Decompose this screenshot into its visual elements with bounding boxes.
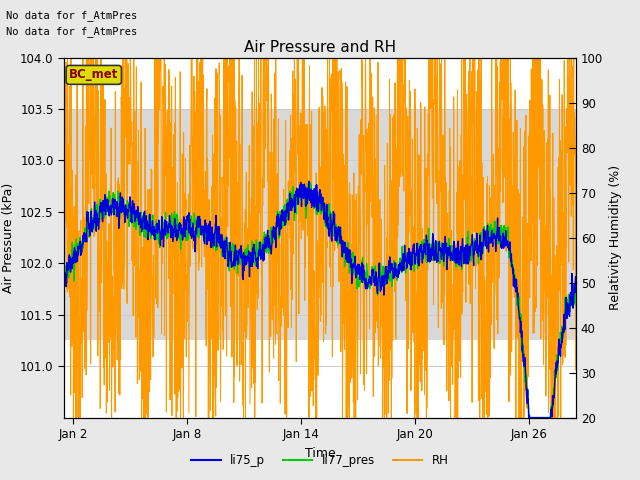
Y-axis label: Air Pressure (kPa): Air Pressure (kPa) (1, 182, 15, 293)
Text: No data for f_AtmPres: No data for f_AtmPres (6, 10, 138, 21)
Y-axis label: Relativity Humidity (%): Relativity Humidity (%) (609, 165, 621, 310)
Text: BC_met: BC_met (69, 68, 118, 82)
Legend: li75_p, li77_pres, RH: li75_p, li77_pres, RH (187, 449, 453, 472)
Text: No data for f_AtmPres: No data for f_AtmPres (6, 26, 138, 37)
Title: Air Pressure and RH: Air Pressure and RH (244, 40, 396, 55)
Bar (64, 109, 576, 340)
X-axis label: Time: Time (305, 446, 335, 459)
